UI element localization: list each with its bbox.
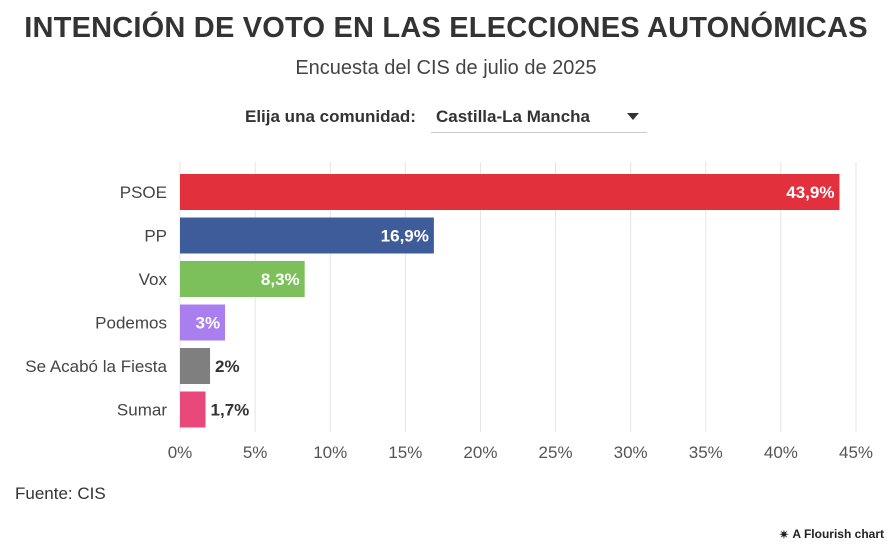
flourish-credit-text: A Flourish chart bbox=[792, 527, 884, 541]
x-tick-label: 10% bbox=[313, 443, 347, 462]
category-label: Se Acabó la Fiesta bbox=[25, 357, 167, 376]
selector-label: Elija una comunidad: bbox=[245, 107, 416, 126]
data-label: 1,7% bbox=[211, 401, 250, 420]
bar bbox=[180, 217, 434, 254]
community-selector: Elija una comunidad: Castilla-La Mancha bbox=[0, 100, 892, 134]
chart-title: INTENCIÓN DE VOTO EN LAS ELECCIONES AUTO… bbox=[24, 12, 868, 44]
x-tick-label: 0% bbox=[168, 443, 193, 462]
chart-subtitle: Encuesta del CIS de julio de 2025 bbox=[295, 57, 597, 79]
x-tick-label: 15% bbox=[388, 443, 422, 462]
data-label: 8,3% bbox=[261, 270, 300, 289]
chevron-down-icon bbox=[627, 113, 639, 120]
x-tick-label: 35% bbox=[689, 443, 723, 462]
bar bbox=[180, 261, 305, 297]
bar bbox=[180, 391, 206, 428]
bar bbox=[180, 174, 840, 210]
flourish-icon: ✷ bbox=[778, 526, 790, 542]
dropdown-selected-value: Castilla-La Mancha bbox=[436, 107, 590, 126]
bar bbox=[180, 304, 226, 341]
x-tick-label: 40% bbox=[764, 443, 798, 462]
category-label: Podemos bbox=[95, 314, 167, 333]
x-tick-label: 5% bbox=[243, 443, 268, 462]
data-label: 3% bbox=[195, 314, 220, 333]
category-label: PSOE bbox=[120, 183, 167, 202]
community-dropdown[interactable]: Castilla-La Mancha bbox=[431, 100, 647, 133]
x-tick-label: 25% bbox=[539, 443, 573, 462]
data-label: 16,9% bbox=[381, 227, 429, 246]
bar-chart: 0% 5% 10% 15% 20% 25% 30% 35% 40% 45% PSOE 43,9% PP 1… bbox=[25, 162, 873, 462]
x-tick-label: 20% bbox=[463, 443, 497, 462]
category-label: Vox bbox=[139, 270, 168, 289]
x-tick-label: 45% bbox=[839, 443, 873, 462]
data-label: 43,9% bbox=[786, 183, 834, 202]
data-label: 2% bbox=[215, 357, 240, 376]
category-label: Sumar bbox=[117, 401, 167, 420]
category-label: PP bbox=[144, 227, 167, 246]
bar bbox=[180, 348, 211, 384]
source-note: Fuente: CIS bbox=[15, 484, 106, 503]
x-tick-label: 30% bbox=[614, 443, 648, 462]
flourish-credit-link[interactable]: ✷ A Flourish chart bbox=[779, 527, 884, 541]
